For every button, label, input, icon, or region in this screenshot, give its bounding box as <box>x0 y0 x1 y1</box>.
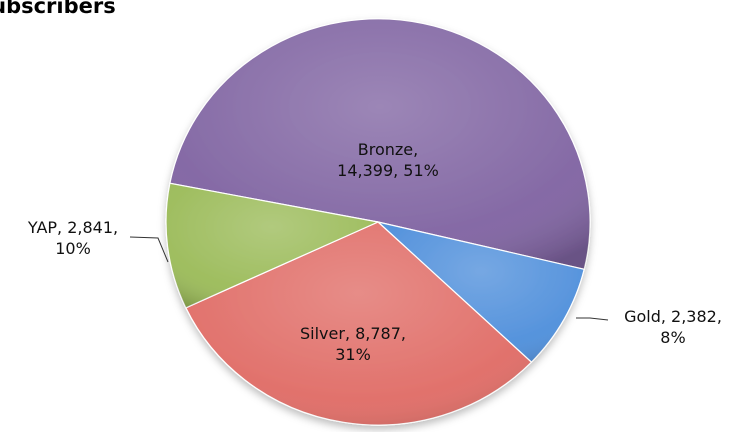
pie-slice-shading-silver <box>185 222 532 426</box>
leader-line-gold <box>576 317 609 321</box>
pie-slice-shading-yap <box>166 183 378 308</box>
data-label-line: 14,399, 51% <box>337 161 439 180</box>
data-label-gold: Gold, 2,382, 8% <box>624 307 722 347</box>
chart-title: Subscribers <box>0 0 116 18</box>
data-label-line: Silver, 8,787, <box>300 324 406 343</box>
data-label-line: Bronze, <box>358 140 418 159</box>
leader-line-yap <box>129 236 169 263</box>
pie-slice-shading-bronze <box>169 18 591 270</box>
data-label-yap: YAP, 2,841, 10% <box>27 218 118 258</box>
data-label-line: YAP, 2,841, <box>27 218 118 237</box>
data-label-line: 10% <box>55 239 91 258</box>
data-label-line: 31% <box>335 345 371 364</box>
data-label-line: 8% <box>660 328 685 347</box>
data-label-silver: Silver, 8,787, 31% <box>300 324 406 364</box>
data-label-line: Gold, 2,382, <box>624 307 722 326</box>
data-label-bronze: Bronze, 14,399, 51% <box>337 140 439 180</box>
pie-slice-shading-gold <box>378 222 585 363</box>
